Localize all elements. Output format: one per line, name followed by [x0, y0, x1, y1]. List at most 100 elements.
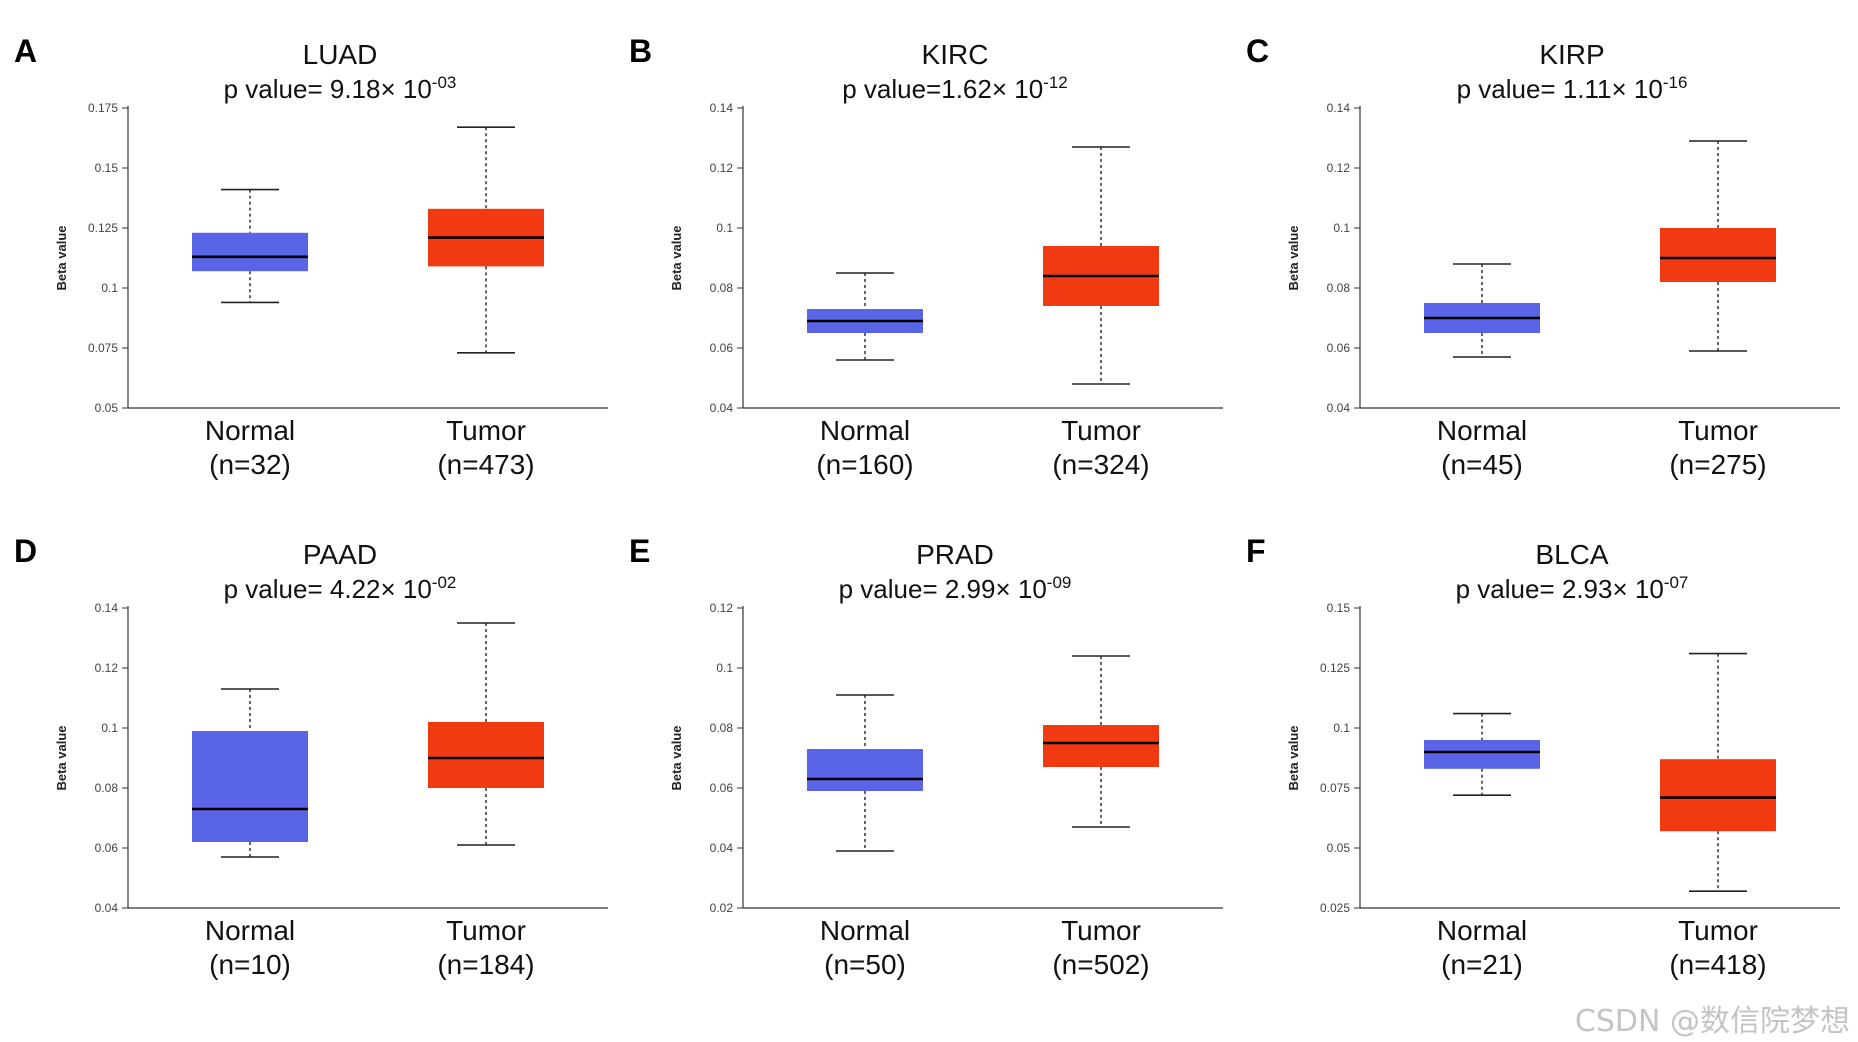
p-value-exponent: -02 [432, 573, 457, 592]
y-tick-label: 0.05 [1327, 841, 1351, 855]
y-tick-label: 0.125 [1320, 661, 1350, 675]
p-value-exponent: -09 [1047, 573, 1072, 592]
chart-title: LUAD [303, 39, 378, 70]
y-tick-label: 0.14 [1327, 101, 1351, 115]
category-label: Tumor [446, 915, 526, 946]
category-label: Normal [820, 915, 910, 946]
box-tumor: Tumor(n=418) [1660, 652, 1776, 980]
y-axis-label: Beta value [669, 225, 684, 290]
category-n-label: (n=21) [1441, 949, 1523, 980]
category-n-label: (n=275) [1669, 449, 1766, 480]
panel-letter: F [1246, 533, 1266, 569]
panel-letter: A [14, 33, 37, 69]
category-label: Normal [205, 415, 295, 446]
y-tick-label: 0.125 [88, 221, 118, 235]
category-label: Normal [1437, 915, 1527, 946]
category-label: Normal [1437, 415, 1527, 446]
y-tick-label: 0.12 [1327, 161, 1351, 175]
y-tick-label: 0.15 [1327, 601, 1351, 615]
category-n-label: (n=32) [209, 449, 291, 480]
chart-title: PRAD [916, 539, 994, 570]
y-tick-label: 0.1 [716, 661, 733, 675]
y-tick-label: 0.04 [710, 401, 734, 415]
y-axis-label: Beta value [669, 725, 684, 790]
box-iqr [1424, 740, 1540, 769]
p-value: p value= 2.93× 10-07 [1456, 573, 1689, 604]
p-value-exponent: -03 [432, 73, 457, 92]
y-tick-label: 0.04 [710, 841, 734, 855]
y-axis-label: Beta value [54, 725, 69, 790]
box-normal: Normal(n=21) [1424, 712, 1540, 980]
y-tick-label: 0.06 [95, 841, 119, 855]
y-tick-label: 0.075 [88, 341, 118, 355]
box-tumor: Tumor(n=473) [428, 126, 544, 480]
category-label: Tumor [1061, 915, 1141, 946]
y-tick-label: 0.14 [710, 101, 734, 115]
y-tick-label: 0.04 [1327, 401, 1351, 415]
p-value-prefix: p value= 2.99× 10 [839, 574, 1047, 604]
y-tick-label: 0.06 [1327, 341, 1351, 355]
y-tick-label: 0.1 [716, 221, 733, 235]
panel-letter: E [629, 533, 650, 569]
category-n-label: (n=324) [1052, 449, 1149, 480]
box-iqr [192, 731, 308, 842]
p-value: p value= 1.11× 10-16 [1457, 73, 1688, 104]
y-tick-label: 0.08 [1327, 281, 1351, 295]
y-tick-label: 0.1 [101, 281, 118, 295]
box-iqr [192, 232, 308, 272]
category-n-label: (n=45) [1441, 449, 1523, 480]
box-normal: Normal(n=160) [807, 272, 923, 480]
y-axis-label: Beta value [1286, 725, 1301, 790]
box-normal: Normal(n=10) [192, 688, 308, 980]
y-tick-label: 0.175 [88, 101, 118, 115]
box-iqr [1660, 228, 1776, 282]
box-iqr [1043, 725, 1159, 767]
category-n-label: (n=160) [816, 449, 913, 480]
category-label: Tumor [1061, 415, 1141, 446]
p-value-exponent: -12 [1043, 73, 1068, 92]
panel-letter: C [1246, 33, 1269, 69]
y-tick-label: 0.1 [1333, 221, 1350, 235]
category-n-label: (n=418) [1669, 949, 1766, 980]
box-normal: Normal(n=45) [1424, 263, 1540, 480]
category-label: Normal [820, 415, 910, 446]
chart-title: BLCA [1535, 539, 1608, 570]
category-label: Tumor [1678, 915, 1758, 946]
box-normal: Normal(n=50) [807, 694, 923, 980]
box-iqr [807, 749, 923, 791]
watermark: CSDN @数信院梦想 [1574, 1004, 1850, 1039]
category-label: Normal [205, 915, 295, 946]
panel-letter: B [629, 33, 652, 69]
y-tick-label: 0.02 [710, 901, 734, 915]
box-iqr [1660, 759, 1776, 832]
y-tick-label: 0.15 [95, 161, 119, 175]
panel-letter: D [14, 533, 37, 569]
category-n-label: (n=473) [437, 449, 534, 480]
p-value: p value=1.62× 10-12 [842, 73, 1068, 104]
y-tick-label: 0.04 [95, 901, 119, 915]
chart-title: KIRC [922, 39, 989, 70]
p-value: p value= 2.99× 10-09 [839, 573, 1072, 604]
y-axis-label: Beta value [1286, 225, 1301, 290]
box-normal: Normal(n=32) [192, 188, 308, 480]
p-value-exponent: -07 [1664, 573, 1689, 592]
p-value-prefix: p value= 1.11× 10 [1457, 74, 1663, 104]
p-value: p value= 9.18× 10-03 [224, 73, 457, 104]
box-iqr [428, 722, 544, 788]
y-tick-label: 0.14 [95, 601, 119, 615]
box-tumor: Tumor(n=502) [1043, 655, 1159, 980]
p-value-prefix: p value= 4.22× 10 [224, 574, 432, 604]
y-tick-label: 0.12 [710, 161, 734, 175]
y-tick-label: 0.05 [95, 401, 119, 415]
box-tumor: Tumor(n=275) [1660, 140, 1776, 480]
y-tick-label: 0.1 [101, 721, 118, 735]
chart-title: KIRP [1539, 39, 1604, 70]
y-tick-label: 0.06 [710, 341, 734, 355]
category-n-label: (n=50) [824, 949, 906, 980]
y-tick-label: 0.12 [95, 661, 119, 675]
y-tick-label: 0.12 [710, 601, 734, 615]
